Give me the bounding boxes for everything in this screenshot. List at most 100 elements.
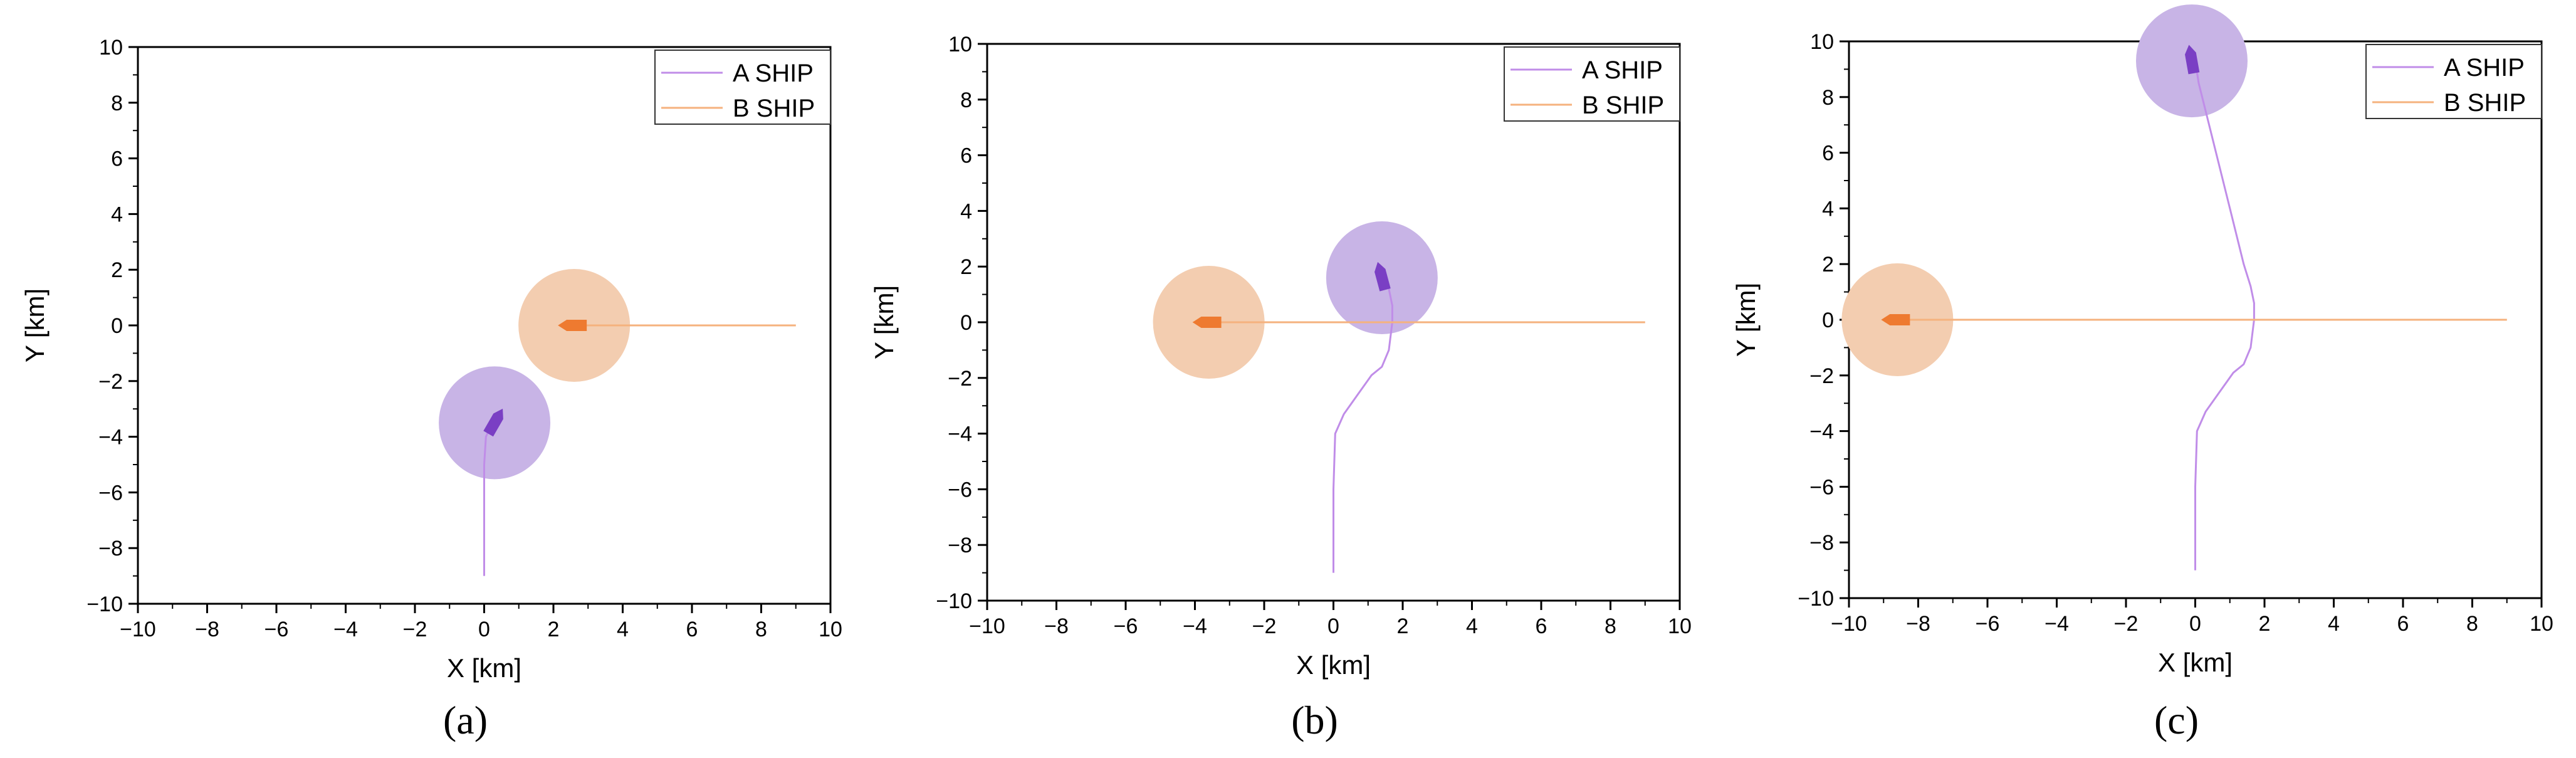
x-tick-label: 2 bbox=[548, 618, 560, 641]
x-tick-label: −4 bbox=[1183, 614, 1207, 638]
y-tick-label: 4 bbox=[111, 203, 123, 226]
x-axis-label: X [km] bbox=[1296, 650, 1371, 680]
x-tick-label: −4 bbox=[2045, 612, 2069, 636]
x-tick-label: −4 bbox=[333, 618, 358, 641]
x-axis-label: X [km] bbox=[447, 653, 521, 683]
y-tick-label: −4 bbox=[948, 423, 972, 446]
trajectory-a-ship bbox=[1333, 274, 1393, 573]
legend-box bbox=[2365, 44, 2542, 119]
ship-hull bbox=[483, 408, 503, 437]
y-tick-label: −6 bbox=[948, 478, 972, 502]
y-tick-label: 6 bbox=[1822, 142, 1834, 166]
y-tick-label: 0 bbox=[960, 311, 972, 335]
y-tick-label: 2 bbox=[960, 255, 972, 279]
y-tick-label: −6 bbox=[98, 481, 123, 505]
x-tick-label: −2 bbox=[2114, 612, 2139, 636]
legend: A SHIP B SHIP bbox=[1504, 46, 1680, 122]
x-tick-label: −6 bbox=[1976, 612, 2000, 636]
ship-icon-b-ship bbox=[1881, 314, 1910, 325]
y-tick-label: 0 bbox=[111, 314, 123, 338]
chart-panel-2: −10 −8 −6 −4 −2 0 2 4 6 8 10 −10 −8 −6 −4 −2 0 2 4 6 8 10 X [k… bbox=[869, 33, 1692, 742]
y-tick-label: −2 bbox=[1809, 364, 1834, 388]
y-tick-label: 8 bbox=[111, 92, 123, 115]
y-tick-label: −8 bbox=[98, 537, 123, 561]
x-tick-label: 4 bbox=[617, 618, 629, 641]
x-tick-label: 10 bbox=[2530, 612, 2553, 636]
x-tick-label: −2 bbox=[1252, 614, 1277, 638]
panel-caption: (b) bbox=[1291, 698, 1338, 742]
y-tick-label: −10 bbox=[936, 589, 972, 613]
panel-caption: (c) bbox=[2154, 698, 2199, 742]
y-tick-label: 4 bbox=[1822, 197, 1834, 221]
legend-label: B SHIP bbox=[733, 95, 815, 122]
legend-box bbox=[654, 50, 831, 125]
x-tick-label: −10 bbox=[1831, 612, 1867, 636]
x-tick-label: 0 bbox=[1327, 614, 1339, 638]
y-tick-label: 0 bbox=[1822, 308, 1834, 332]
x-tick-label: −8 bbox=[195, 618, 219, 641]
x-tick-label: −6 bbox=[1114, 614, 1138, 638]
x-tick-label: 2 bbox=[1397, 614, 1409, 638]
legend-label: B SHIP bbox=[2444, 89, 2526, 117]
y-tick-label: −8 bbox=[1809, 531, 1834, 555]
ship-hull bbox=[1881, 314, 1910, 325]
y-axis-label: Y [km] bbox=[1731, 283, 1761, 357]
x-tick-label: 8 bbox=[1605, 614, 1616, 638]
ship-hull bbox=[1374, 261, 1391, 292]
y-tick-label: 4 bbox=[960, 199, 972, 223]
x-tick-label: −2 bbox=[403, 618, 427, 641]
x-tick-label: −8 bbox=[1906, 612, 1930, 636]
y-tick-label: 10 bbox=[1810, 30, 1834, 54]
ship-hull bbox=[1192, 317, 1222, 328]
x-tick-label: 0 bbox=[478, 618, 490, 641]
y-tick-label: −2 bbox=[948, 367, 972, 391]
y-tick-label: −10 bbox=[86, 592, 123, 616]
legend-label: A SHIP bbox=[1582, 56, 1663, 84]
x-tick-label: 6 bbox=[686, 618, 698, 641]
y-tick-label: 6 bbox=[111, 147, 123, 171]
x-tick-label: 8 bbox=[755, 618, 767, 641]
y-tick-label: 8 bbox=[960, 88, 972, 112]
y-tick-label: 6 bbox=[960, 144, 972, 168]
x-tick-label: 6 bbox=[2397, 612, 2409, 636]
ship-icon-b-ship bbox=[1192, 317, 1222, 328]
x-tick-label: −10 bbox=[969, 614, 1005, 638]
x-tick-label: −10 bbox=[120, 618, 156, 641]
chart-panel-3: −10 −8 −6 −4 −2 0 2 4 6 8 10 −10 −8 −6 −4 −2 0 2 4 6 8 10 X [k… bbox=[1731, 4, 2553, 742]
x-tick-label: 4 bbox=[2328, 612, 2340, 636]
y-tick-label: −2 bbox=[98, 370, 123, 394]
legend: A SHIP B SHIP bbox=[654, 50, 831, 125]
ship-hull bbox=[558, 320, 587, 331]
x-tick-label: 10 bbox=[1668, 614, 1692, 638]
x-tick-label: 0 bbox=[2189, 612, 2201, 636]
y-tick-label: −10 bbox=[1798, 587, 1834, 611]
ship-hull bbox=[2185, 45, 2200, 75]
legend-box bbox=[1504, 46, 1680, 122]
y-tick-label: −4 bbox=[1809, 420, 1834, 444]
y-tick-label: −8 bbox=[948, 534, 972, 557]
x-tick-label: 6 bbox=[1536, 614, 1547, 638]
y-tick-label: −4 bbox=[98, 426, 123, 450]
ship-icon-a-ship bbox=[2185, 45, 2200, 75]
x-tick-label: 8 bbox=[2466, 612, 2478, 636]
x-tick-label: 2 bbox=[2259, 612, 2271, 636]
y-tick-label: 8 bbox=[1822, 86, 1834, 110]
legend-label: A SHIP bbox=[733, 60, 814, 87]
x-tick-label: 4 bbox=[1466, 614, 1478, 638]
y-tick-label: 2 bbox=[111, 258, 123, 282]
x-tick-label: −8 bbox=[1044, 614, 1069, 638]
y-tick-label: 10 bbox=[948, 33, 972, 56]
legend-label: B SHIP bbox=[1582, 92, 1664, 119]
ship-icon-a-ship bbox=[483, 408, 503, 437]
legend: A SHIP B SHIP bbox=[2365, 44, 2542, 119]
x-tick-label: −6 bbox=[264, 618, 289, 641]
ship-icon-b-ship bbox=[558, 320, 587, 331]
panel-caption: (a) bbox=[443, 698, 488, 742]
legend-label: A SHIP bbox=[2444, 54, 2525, 82]
trajectory-a-ship bbox=[2194, 60, 2255, 571]
ship-icon-a-ship bbox=[1374, 261, 1391, 292]
y-axis-label: Y [km] bbox=[869, 285, 899, 359]
x-tick-label: 10 bbox=[819, 618, 842, 641]
y-axis-label: Y [km] bbox=[20, 288, 50, 362]
